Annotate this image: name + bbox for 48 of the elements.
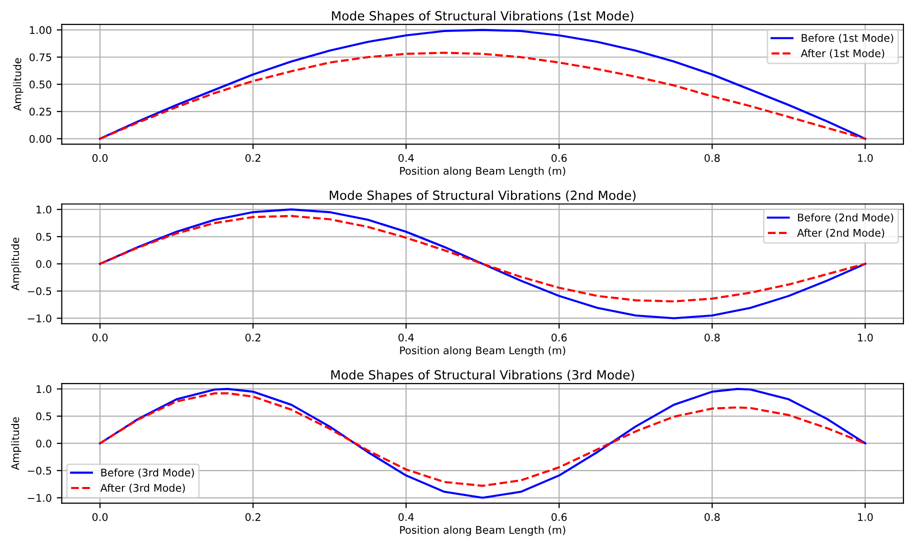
y-tick-label: 1.0 [36, 385, 52, 394]
y-tick-label: 0.25 [30, 108, 52, 116]
y-tick-label: 0.5 [36, 412, 52, 420]
x-axis-title: Position along Beam Length (m) [400, 526, 566, 536]
x-tick-label: 0.2 [245, 334, 260, 342]
y-tick-label: 0.50 [30, 80, 52, 88]
y-axis-title: Amplitude [11, 238, 22, 290]
x-tick-label: 0.0 [92, 334, 108, 342]
x-tick-label: 1.0 [858, 334, 873, 342]
y-tick-label: −1.0 [28, 494, 52, 502]
chart-title: Mode Shapes of Structural Vibrations (1st Mode) [332, 10, 634, 23]
x-tick-label: 0.6 [552, 334, 567, 342]
x-tick-label: 0.4 [398, 334, 414, 342]
y-tick-label: 1.0 [36, 206, 52, 214]
x-axis-title: Position along Beam Length (m) [400, 166, 566, 177]
x-tick-label: 0.0 [92, 513, 108, 521]
y-tick-label: 0.0 [36, 440, 52, 448]
y-axis-title: Amplitude [13, 58, 24, 111]
x-tick-label: 1.0 [858, 154, 873, 162]
x-tick-label: 0.8 [704, 154, 720, 162]
y-axis-title: Amplitude [11, 417, 22, 470]
chart-title: Mode Shapes of Structural Vibrations (2nd Mode) [330, 190, 636, 202]
y-tick-label: −0.5 [28, 466, 52, 475]
y-tick-label: 0.0 [36, 260, 52, 268]
y-tick-label: 0.75 [30, 53, 52, 62]
x-tick-label: 0.8 [704, 334, 720, 342]
y-tick-label: 0.5 [36, 232, 52, 241]
chart-title: Mode Shapes of Structural Vibrations (3rd Mode) [331, 370, 634, 382]
legend-label: Before (1st Mode) [802, 34, 894, 44]
x-axis-title: Position along Beam Length (m) [400, 346, 566, 356]
x-tick-label: 0.8 [704, 513, 720, 521]
legend-label: After (1st Mode) [800, 49, 884, 58]
x-tick-label: 0.0 [92, 154, 108, 162]
x-tick-label: 0.2 [245, 513, 260, 521]
x-tick-label: 0.2 [245, 154, 260, 162]
legend-label: Before (3rd Mode) [101, 468, 194, 478]
x-tick-label: 0.6 [552, 154, 567, 162]
legend-label: After (3rd Mode) [100, 484, 185, 494]
x-tick-label: 0.4 [398, 154, 414, 162]
legend-label: Before (2nd Mode) [798, 213, 894, 223]
x-tick-label: 0.4 [398, 513, 414, 521]
x-tick-label: 0.6 [552, 513, 567, 521]
y-tick-label: 0.00 [30, 134, 52, 143]
legend-label: After (2nd Mode) [797, 228, 884, 238]
y-tick-label: −0.5 [28, 287, 52, 296]
y-tick-label: 1.00 [30, 26, 52, 34]
x-tick-label: 1.0 [858, 513, 873, 521]
y-tick-label: −1.0 [28, 314, 52, 322]
